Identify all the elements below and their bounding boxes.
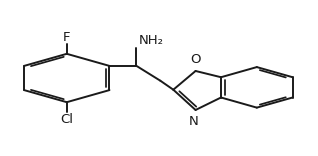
Text: NH₂: NH₂ [139, 34, 164, 47]
Text: N: N [189, 115, 199, 128]
Text: F: F [63, 31, 71, 44]
Text: O: O [190, 53, 201, 66]
Text: Cl: Cl [60, 113, 73, 126]
